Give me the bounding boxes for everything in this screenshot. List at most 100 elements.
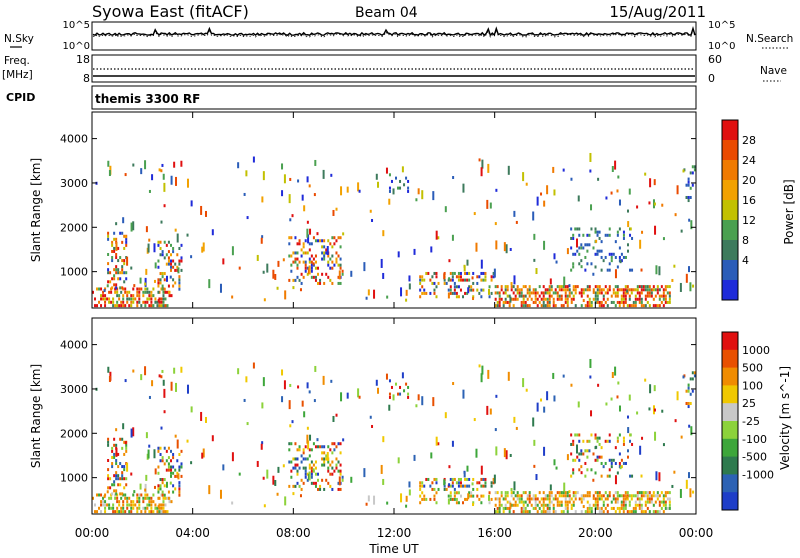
velocity-echo-cell: [302, 457, 305, 461]
velocity-echo-cell: [300, 478, 303, 482]
velocity-echo-cell: [594, 503, 597, 507]
velocity-echo-cell: [133, 490, 136, 494]
power-echo-cell: [634, 288, 637, 292]
power-echo-cell: [113, 283, 116, 287]
velocity-echo-cell: [594, 491, 597, 495]
power-echo-cell: [138, 294, 141, 298]
velocity-echo-cell: [335, 466, 338, 470]
power-echo-cell: [100, 297, 103, 301]
velocity-echo-cell: [457, 484, 460, 488]
power-echo-cell: [323, 245, 326, 249]
power-echo-cell: [513, 210, 516, 217]
velocity-echo-cell: [664, 494, 667, 498]
power-echo-cell: [120, 304, 123, 308]
velocity-echo-cell: [326, 452, 329, 462]
power-echo-cell: [107, 237, 110, 241]
velocity-echo-cell: [136, 510, 139, 514]
power-echo-cell: [493, 268, 496, 278]
velocity-echo-cell: [437, 487, 440, 491]
velocity-echo-cell: [552, 506, 555, 510]
velocity-echo-cell: [596, 436, 599, 440]
power-echo-cell: [503, 242, 506, 252]
velocity-echo-cell: [622, 461, 625, 465]
velocity-echo-cell: [331, 451, 334, 455]
velocity-echo-cell: [590, 468, 593, 472]
velocity-echo-cell: [549, 484, 552, 491]
power-echo-cell: [572, 285, 575, 289]
velocity-echo-cell: [98, 493, 101, 497]
velocity-echo-cell: [606, 439, 609, 443]
velocity-echo-cell: [118, 500, 121, 504]
noise-right-tick-bottom: 10^0: [708, 41, 735, 52]
power-echo-cell: [575, 238, 578, 248]
power-echo-cell: [516, 288, 519, 292]
power-echo-cell: [518, 291, 521, 295]
power-echo-cell: [656, 291, 659, 295]
power-echo-cell: [332, 209, 335, 216]
velocity-echo-cell: [646, 506, 649, 510]
velocity-echo-cell: [548, 497, 551, 501]
power-echo-cell: [451, 291, 454, 295]
power-echo-cell: [555, 260, 558, 264]
power-echo-cell: [520, 288, 523, 292]
velocity-echo-cell: [522, 510, 525, 514]
velocity-echo-cell: [492, 477, 495, 481]
power-echo-cell: [685, 195, 688, 199]
power-echo-cell: [648, 201, 651, 205]
velocity-echo-cell: [614, 497, 617, 501]
power-echo-cell: [484, 271, 487, 275]
power-echo-cell: [130, 304, 133, 308]
velocity-echo-cell: [536, 402, 539, 412]
velocity-echo-cell: [457, 477, 460, 481]
power-echo-cell: [312, 262, 315, 266]
velocity-echo-cell: [556, 497, 559, 501]
power-echo-cell: [147, 243, 150, 253]
velocity-echo-cell: [606, 497, 609, 501]
power-echo-cell: [367, 289, 370, 296]
power-echo-cell: [598, 230, 601, 234]
power-echo-cell: [176, 268, 179, 272]
velocity-echo-cell: [288, 400, 291, 410]
power-echo-cell: [331, 281, 334, 285]
velocity-echo-cell: [543, 406, 546, 413]
power-echo-cell: [138, 300, 141, 304]
velocity-echo-cell: [520, 497, 523, 501]
velocity-echo-cell: [172, 471, 175, 475]
velocity-echo-cell: [685, 389, 688, 393]
colorbar-swatch: [722, 367, 738, 386]
colorbar-swatch: [722, 260, 738, 281]
velocity-echo-cell: [618, 494, 621, 498]
power-echo-cell: [600, 268, 603, 272]
power-echo-cell: [388, 186, 391, 190]
velocity-echo-cell: [178, 465, 181, 469]
power-echo-cell: [620, 259, 623, 263]
velocity-echo-cell: [165, 481, 168, 488]
velocity-echo-cell: [111, 462, 114, 466]
power-echo-cell: [658, 304, 661, 308]
power-echo-cell: [533, 258, 536, 262]
power-echo-cell: [630, 291, 633, 295]
power-echo-cell: [150, 294, 153, 298]
power-echo-cell: [522, 300, 525, 304]
velocity-echo-cell: [451, 440, 454, 447]
velocity-echo-cell: [102, 500, 105, 504]
power-echo-cell: [116, 300, 119, 304]
power-echo-cell: [644, 297, 647, 301]
power-echo-cell: [512, 285, 515, 289]
power-echo-cell: [167, 256, 170, 260]
power-echo-cell: [331, 245, 334, 249]
velocity-echo-cell: [115, 474, 118, 478]
power-echo-cell: [306, 251, 309, 255]
power-echo-cell: [365, 296, 368, 300]
power-echo-cell: [532, 288, 535, 292]
power-echo-cell: [648, 294, 651, 298]
power-echo-cell: [317, 239, 320, 243]
power-echo-cell: [170, 253, 173, 257]
velocity-echo-cell: [339, 463, 342, 467]
velocity-echo-cell: [132, 506, 135, 510]
velocity-echo-cell: [294, 442, 297, 446]
velocity-echo-cell: [488, 491, 491, 495]
power-echo-cell: [139, 277, 142, 284]
power-echo-cell: [100, 304, 103, 308]
